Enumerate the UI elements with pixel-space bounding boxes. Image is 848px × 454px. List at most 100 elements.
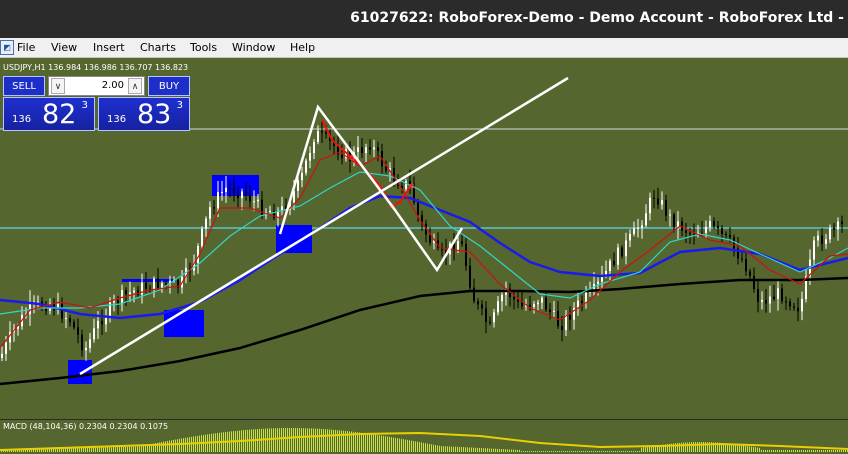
candle-body [629,233,631,241]
candle-body [385,166,387,171]
candle-body [221,191,223,193]
supply-zone-2[interactable] [122,279,174,282]
lot-size-value[interactable]: 2.00 [101,80,124,91]
macd-bar [495,448,496,452]
buy-price-button[interactable]: 136 83 3 [98,97,190,131]
app-icon[interactable]: ◩ [0,40,14,55]
menu-charts[interactable]: Charts [140,41,176,54]
candle-body [737,248,739,259]
chart-canvas[interactable] [0,58,848,418]
macd-bar [25,449,26,452]
macd-bar [105,447,106,452]
lot-decrease-icon[interactable]: ∨ [51,78,65,94]
macd-bar [583,451,584,452]
macd-bar [823,450,824,452]
trendline-main[interactable] [79,76,569,376]
macd-bar [31,449,32,452]
trendline-zigzag[interactable] [278,104,464,273]
macd-bar [57,448,58,452]
candle-body [641,225,643,228]
candle-body [669,214,671,216]
macd-bar [479,447,480,452]
macd-bar [739,444,740,452]
macd-bar [65,448,66,452]
macd-bar [29,449,30,452]
macd-bar [101,447,102,452]
macd-bar [345,430,346,452]
macd-bar [497,448,498,452]
lot-size-input[interactable]: ∨ 2.00 ∧ [48,76,145,96]
macd-bar [27,449,28,452]
macd-bar [161,442,162,452]
macd-bar [163,441,164,452]
macd-histogram [1,428,848,452]
macd-bar [389,436,390,452]
macd-bar [517,449,518,452]
menu-file[interactable]: File [17,41,36,54]
demand-zone-1[interactable] [68,360,92,384]
macd-bar [723,443,724,452]
menu-tools[interactable]: Tools [190,41,218,54]
macd-bar [773,450,774,452]
candle-body [217,192,219,209]
macd-bar [537,451,538,452]
macd-bar [383,435,384,452]
candle-body [177,280,179,288]
candle-body [377,147,379,152]
macd-bar [277,428,278,452]
macd-bar [775,450,776,452]
sell-button[interactable]: SELL [3,76,45,96]
menu-help[interactable]: Help [290,41,316,54]
macd-bar [703,442,704,452]
macd-bar [417,441,418,452]
supply-zone-1[interactable] [212,175,259,196]
macd-bar [491,448,492,452]
macd-bar [779,450,780,452]
macd-bar [685,442,686,452]
macd-bar [289,428,290,452]
candle-body [797,307,799,312]
zigzag-point[interactable] [349,155,355,161]
candle-body [97,320,99,329]
macd-bar [315,428,316,452]
macd-bar [333,429,334,452]
buy-price-big: 83 [137,99,172,130]
macd-bar [187,437,188,452]
macd-bar [533,451,534,452]
menu-insert[interactable]: Insert [93,41,125,54]
macd-bar [745,445,746,452]
macd-bar [275,428,276,452]
price-chart[interactable]: USDJPY,H1 136.984 136.986 136.707 136.82… [0,58,848,418]
menu-window[interactable]: Window [232,41,276,54]
candle-body [441,247,443,251]
sell-price-button[interactable]: 136 82 3 [3,97,95,131]
macd-bar [553,451,554,452]
zigzag-point[interactable] [409,183,415,189]
macd-bar [267,428,268,452]
macd-bar [69,448,70,452]
macd-bar [647,446,648,452]
macd-indicator-panel[interactable]: MACD (48,104,36) 0.2304 0.2304 0.1075 [0,419,848,454]
candle-body [65,318,67,320]
macd-bar [661,444,662,452]
sell-price-big: 82 [42,99,77,130]
candle-body [285,206,287,210]
candle-body [765,299,767,304]
macd-bar [717,442,718,452]
macd-bar [597,451,598,452]
candle-body [445,250,447,255]
macd-bar [427,443,428,452]
demand-zone-2[interactable] [164,310,204,337]
candle-body [785,301,787,303]
macd-bar [635,451,636,452]
macd-bar [623,451,624,452]
macd-bar [401,438,402,452]
menu-view[interactable]: View [51,41,78,54]
macd-bar [305,428,306,452]
lot-increase-icon[interactable]: ∧ [128,78,142,94]
macd-bar [677,443,678,452]
buy-button[interactable]: BUY [148,76,190,96]
candle-body [417,202,419,216]
macd-bar [327,429,328,452]
candle-body [501,294,503,302]
